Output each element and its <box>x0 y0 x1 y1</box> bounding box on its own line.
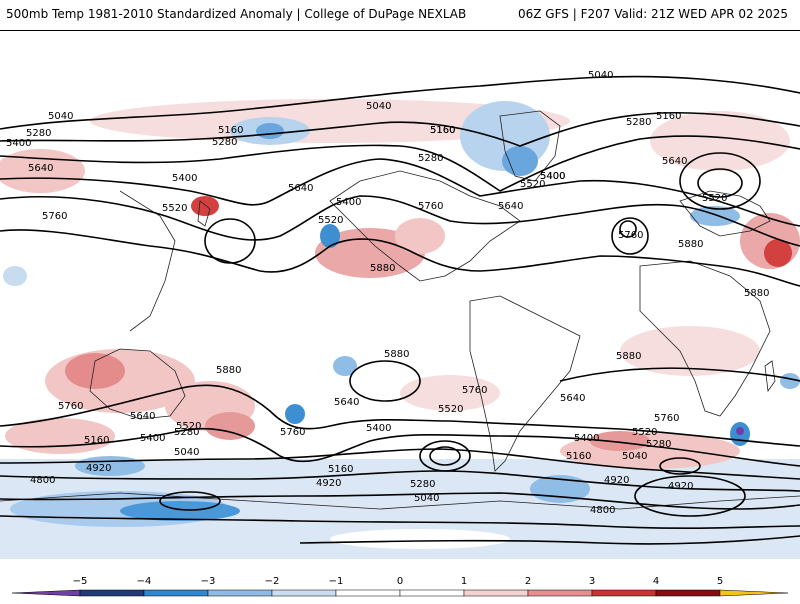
colorbar-tick-label: −3 <box>201 576 216 587</box>
colorbar-segment <box>143 589 209 597</box>
colorbar-ticks: −5 −4 −3 −2 −1 0 1 2 3 4 5 <box>73 576 724 587</box>
contour-label: 5160 <box>430 125 455 136</box>
contour-label: 5280 <box>174 427 199 438</box>
contour-label: 5640 <box>130 411 155 422</box>
contour-label: 5520 <box>520 179 545 190</box>
contour-label: 5160 <box>84 435 109 446</box>
contour-label: 5880 <box>384 349 409 360</box>
contour-label: 5160 <box>218 125 243 136</box>
contour-label: 5160 <box>566 451 591 462</box>
colorbar-segment <box>399 589 465 597</box>
contour-label: 5760 <box>42 211 67 222</box>
contour-label: 5040 <box>174 447 199 458</box>
contour-label: 5400 <box>172 173 197 184</box>
contour-label: 5280 <box>26 128 51 139</box>
height-contours <box>0 75 800 545</box>
contour-label: 5280 <box>646 439 671 450</box>
contour-label: 5640 <box>28 163 53 174</box>
colorbar-segment <box>463 589 529 597</box>
colorbar-tick-label: 1 <box>461 576 467 587</box>
contour-label: 5880 <box>678 239 703 250</box>
contour-label: 4800 <box>30 475 55 486</box>
contour-label: 5280 <box>418 153 443 164</box>
colorbar-tick-label: 4 <box>653 576 659 587</box>
colorbar-segment <box>11 589 81 597</box>
contour-label: 5760 <box>58 401 83 412</box>
contour-label: 5400 <box>366 423 391 434</box>
contour-label: 5640 <box>560 393 585 404</box>
contour-label: 5640 <box>288 183 313 194</box>
contour-label: 5520 <box>702 193 727 204</box>
contour-label: 5280 <box>626 117 651 128</box>
colorbar-segment <box>207 589 273 597</box>
contour-label: 4920 <box>316 478 341 489</box>
contour-label: 5880 <box>370 263 395 274</box>
colorbar-tick-label: −5 <box>73 576 88 587</box>
contour-label: 5520 <box>632 427 657 438</box>
contour-label: 5640 <box>662 156 687 167</box>
contour-label: 4920 <box>604 475 629 486</box>
contour-label: 5280 <box>410 479 435 490</box>
colorbar-segment <box>79 589 145 597</box>
contour-label: 5880 <box>216 365 241 376</box>
colorbar-segment <box>655 589 721 597</box>
colorbar-tick-label: 5 <box>717 576 723 587</box>
contour-label: 5520 <box>162 203 187 214</box>
contour-label: 5280 <box>212 137 237 148</box>
colorbar-tick-label: 0 <box>397 576 403 587</box>
contour-label: 4920 <box>86 463 111 474</box>
colorbar-tick-label: −1 <box>329 576 344 587</box>
contour-label: 5640 <box>334 397 359 408</box>
colorbar-segment <box>527 589 593 597</box>
contour-label: 5760 <box>618 230 643 241</box>
colorbar-tick-label: −4 <box>137 576 152 587</box>
anomaly-map: 5040 5040 5160 5040 5280 5160 5400 5280 … <box>0 30 800 559</box>
contour-label: 5640 <box>498 201 523 212</box>
contour-label: 5040 <box>414 493 439 504</box>
contour-label: 4800 <box>590 505 615 516</box>
contour-label: 5400 <box>540 171 565 182</box>
colorbar-tick-label: 2 <box>525 576 531 587</box>
contour-label: 5040 <box>622 451 647 462</box>
contour-label: 5400 <box>336 197 361 208</box>
colorbar-segments <box>11 589 789 597</box>
contour-label: 5400 <box>540 171 565 182</box>
colorbar-tick-label: 3 <box>589 576 595 587</box>
colorbar-segment <box>719 589 789 597</box>
contour-label: 5760 <box>418 201 443 212</box>
contour-label: 5400 <box>140 433 165 444</box>
contour-labels: 5040 5040 5160 5040 5280 5160 5400 5280 … <box>6 70 769 516</box>
contour-label: 5040 <box>366 101 391 112</box>
contour-label: 5040 <box>588 70 613 81</box>
contour-label: 4920 <box>668 481 693 492</box>
contour-label: 5520 <box>438 404 463 415</box>
map-title: 500mb Temp 1981-2010 Standardized Anomal… <box>6 7 467 21</box>
contour-label: 5400 <box>6 138 31 149</box>
contour-label: 5520 <box>318 215 343 226</box>
contour-label: 5760 <box>654 413 679 424</box>
colorbar-segment <box>335 589 401 597</box>
run-info: 06Z GFS | F207 Valid: 21Z WED APR 02 202… <box>517 7 788 21</box>
contour-label: 5760 <box>280 427 305 438</box>
contour-label: 5160 <box>656 111 681 122</box>
coastlines <box>0 110 800 510</box>
contour-label: 5160 <box>328 464 353 475</box>
contour-label: 5400 <box>574 433 599 444</box>
contour-label: 5520 <box>176 421 201 432</box>
colorbar: −5 −4 −3 −2 −1 0 1 2 3 4 5 <box>0 560 800 600</box>
contour-label: 5880 <box>616 351 641 362</box>
colorbar-tick-label: −2 <box>265 576 280 587</box>
contour-label: 5760 <box>462 385 487 396</box>
colorbar-segment <box>271 589 337 597</box>
contour-label: 5040 <box>48 111 73 122</box>
contour-label: 5880 <box>744 288 769 299</box>
colorbar-segment <box>591 589 657 597</box>
contour-label: 5160 <box>430 125 455 136</box>
